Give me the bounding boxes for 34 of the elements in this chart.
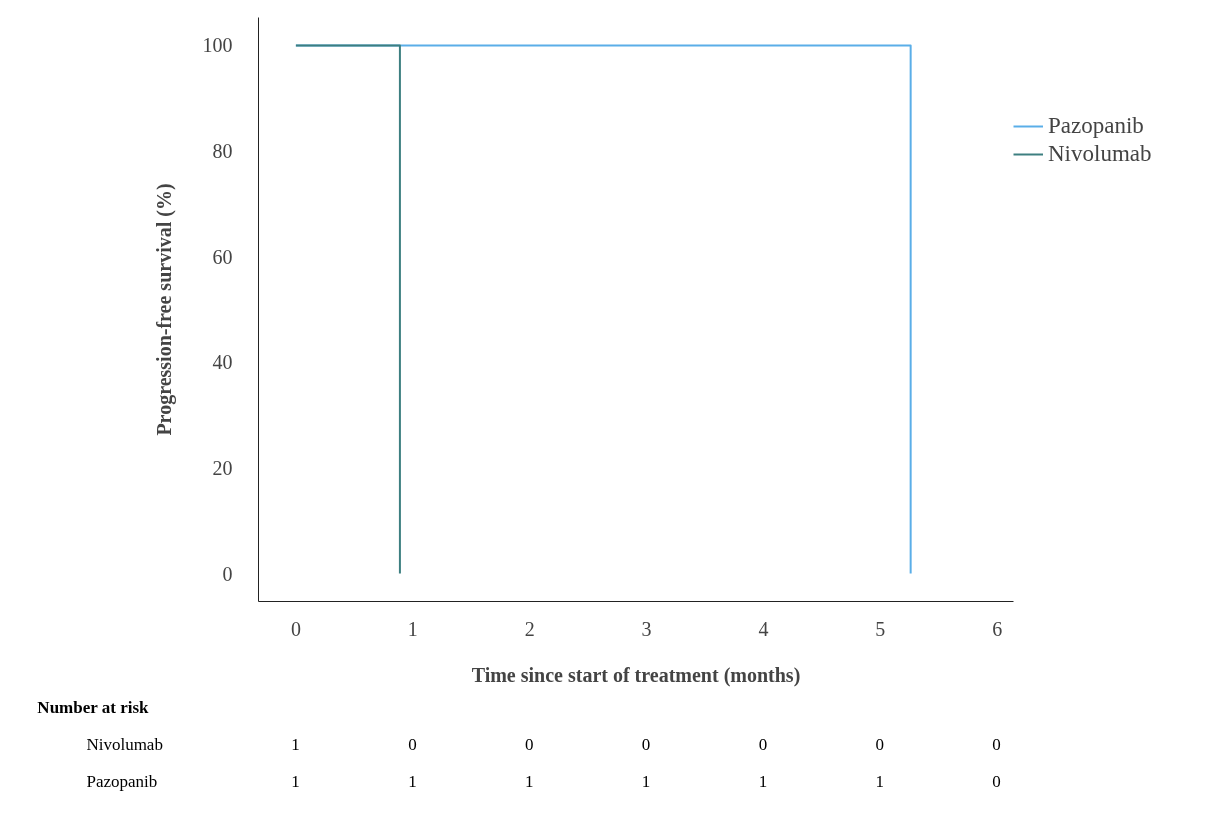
x-tick-label: 5 — [875, 617, 886, 640]
x-tick-label: 1 — [407, 617, 418, 640]
text: Number at risk — [37, 697, 150, 717]
y-axis-title: Progression-free survival (%) — [152, 183, 176, 436]
x-tick-label: 3 — [641, 617, 652, 640]
y-tick-label: 80 — [212, 140, 233, 163]
text: 0 — [992, 771, 1001, 791]
y-tick-label: 20 — [212, 456, 233, 479]
text: Pazopanib — [86, 771, 158, 791]
text: 1 — [875, 771, 885, 791]
text: 1 — [641, 771, 651, 791]
text: 0 — [758, 734, 768, 754]
x-tick-label: 6 — [992, 617, 1003, 640]
text: 0 — [641, 734, 651, 754]
text: 0 — [408, 734, 417, 754]
legend-label: Nivolumab — [1048, 141, 1152, 167]
y-tick-label: 100 — [202, 34, 233, 57]
x-tick-label: 0 — [290, 617, 301, 640]
text: 0 — [992, 734, 1001, 754]
text: 1 — [525, 771, 534, 791]
x-axis-title: Time since start of treatment (months) — [471, 663, 801, 687]
text: 1 — [291, 734, 300, 754]
x-tick-label: 2 — [524, 617, 535, 640]
text: Nivolumab — [86, 734, 163, 754]
text: 0 — [875, 734, 885, 754]
y-tick-label: 40 — [212, 351, 233, 374]
x-tick-label: 4 — [758, 617, 769, 640]
text: 0 — [525, 734, 534, 754]
text: 1 — [291, 771, 300, 791]
legend-label: Pazopanib — [1048, 113, 1144, 139]
y-tick-label: 60 — [212, 245, 233, 268]
text: 1 — [408, 771, 417, 791]
text: 1 — [758, 771, 768, 791]
y-tick-label: 0 — [222, 562, 233, 585]
